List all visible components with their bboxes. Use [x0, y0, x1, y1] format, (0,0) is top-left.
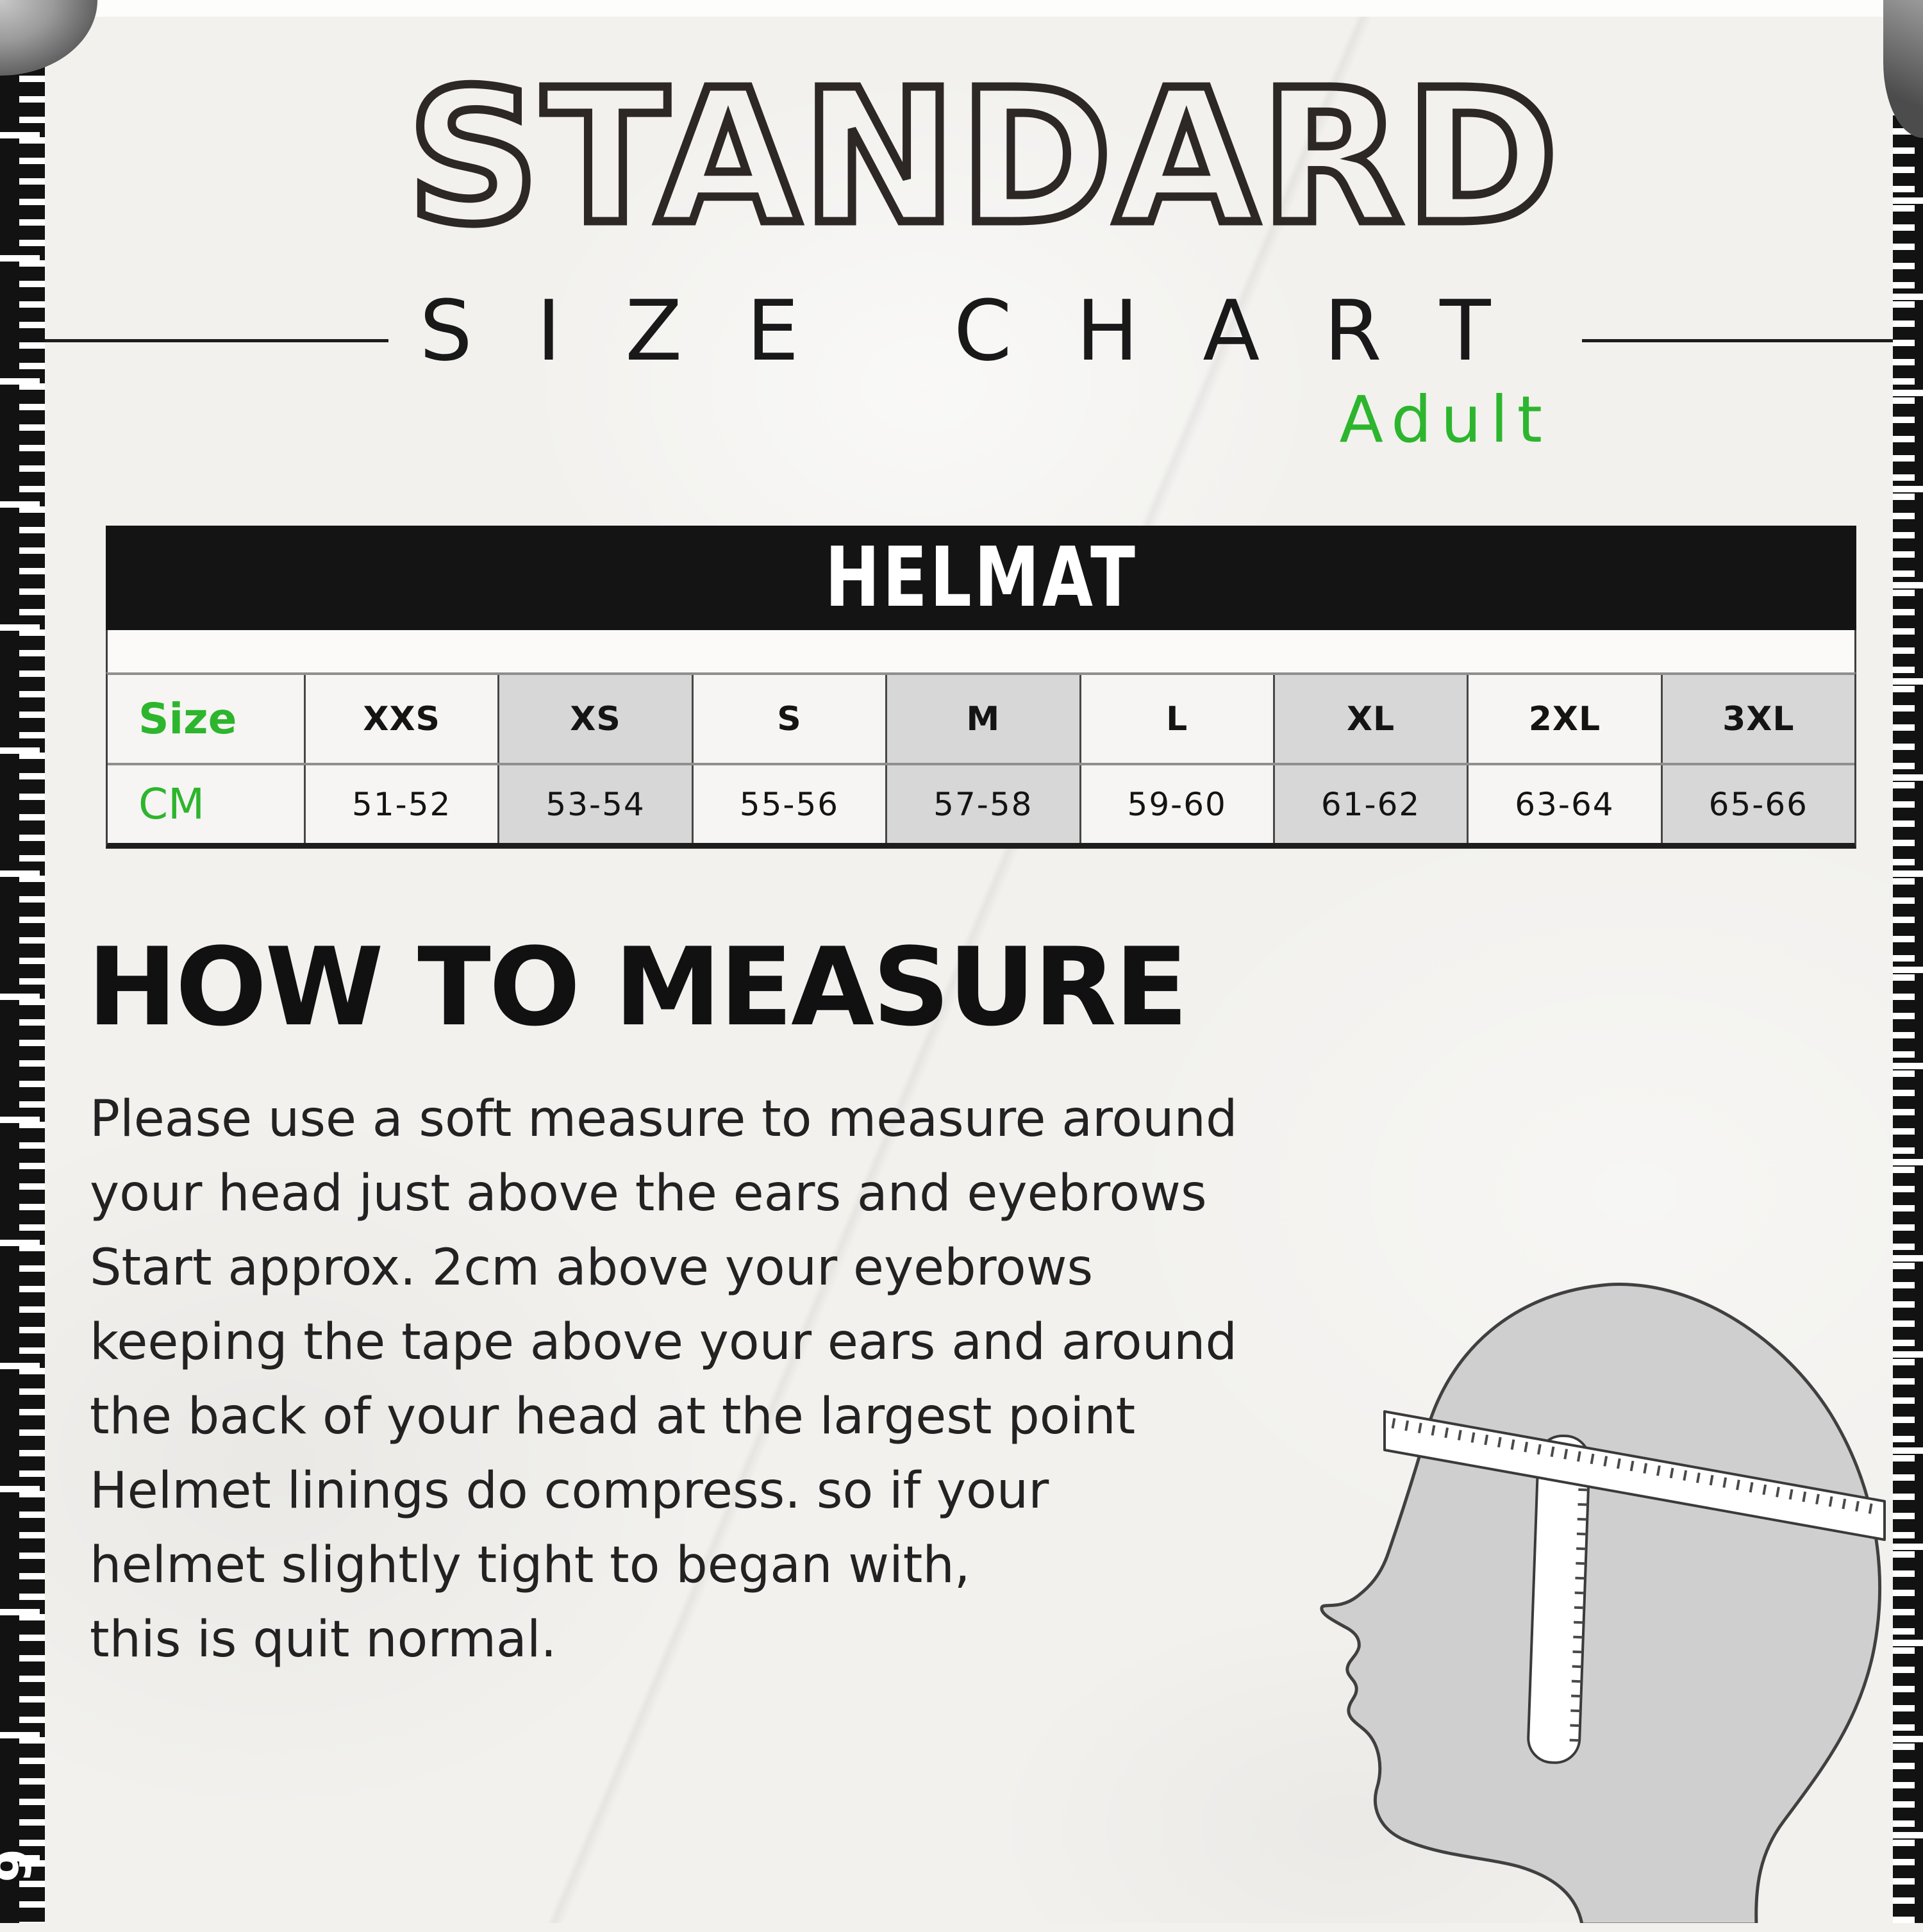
paragraph-line: Start approx. 2cm above your eyebrows [90, 1239, 1094, 1297]
cm-cell: 63-64 [1467, 765, 1660, 843]
paragraph-line: Helmet linings do compress. so if your [90, 1462, 1049, 1520]
size-cell: XXS [304, 675, 497, 763]
row-label-size: Size [138, 694, 237, 744]
cm-cell: 51-52 [304, 765, 497, 843]
cm-cell: 65-66 [1660, 765, 1854, 843]
paragraph-line: Please use a soft measure to measure aro… [90, 1090, 1238, 1148]
paragraph-line: helmet slightly tight to began with, [90, 1536, 970, 1594]
page-subtitle: SIZE CHART [419, 282, 1555, 379]
ruler-number-label: 6 [0, 1844, 41, 1888]
how-to-measure-paragraph: Please use a soft measure to measure aro… [90, 1082, 1436, 1677]
table-row-sizes: Size XXS XS S M L XL 2XL 3XL [108, 675, 1854, 763]
left-ruler-strip [0, 0, 45, 1932]
size-cell: S [691, 675, 885, 763]
cm-cell: 57-58 [885, 765, 1079, 843]
size-cell: XL [1272, 675, 1467, 763]
cm-cell: 55-56 [691, 765, 885, 843]
table-row-cm: CM 51-52 53-54 55-56 57-58 59-60 61-62 6… [108, 763, 1854, 843]
row-label-cm: CM [138, 779, 205, 829]
cm-cell: 59-60 [1079, 765, 1273, 843]
size-table-spacer-row [106, 630, 1856, 672]
size-cell: M [885, 675, 1079, 763]
subtitle-rule-right [1582, 339, 1897, 342]
size-cell: L [1079, 675, 1273, 763]
cm-cell: 53-54 [497, 765, 692, 843]
paragraph-line: keeping the tape above your ears and aro… [90, 1313, 1238, 1371]
size-table-header: HELMAT [106, 526, 1856, 630]
size-table-title: HELMAT [824, 530, 1138, 626]
paper-top-edge [45, 0, 1893, 17]
right-ruler-long-ticks [1893, 5, 1923, 1928]
size-cell: 2XL [1467, 675, 1660, 763]
size-table-grid: Size XXS XS S M L XL 2XL 3XL CM 51-52 53… [106, 672, 1856, 849]
audience-label: Adult [1339, 382, 1551, 457]
size-table: HELMAT Size XXS XS S M L XL 2XL 3XL CM 5… [106, 526, 1856, 849]
subtitle-rule-left [45, 339, 388, 342]
page-title: STANDARD [403, 46, 1562, 269]
tape-measure-corner-top-right [1883, 0, 1923, 138]
right-ruler-strip [1893, 0, 1923, 1928]
left-ruler-long-ticks [0, 9, 40, 1932]
cm-cell: 61-62 [1272, 765, 1467, 843]
size-cell: XS [497, 675, 692, 763]
tape-measure-corner-top-left [0, 0, 97, 76]
size-cell: 3XL [1660, 675, 1854, 763]
paragraph-line: your head just above the ears and eyebro… [90, 1165, 1207, 1222]
paragraph-line: this is quit normal. [90, 1611, 557, 1669]
paragraph-line: the back of your head at the largest poi… [90, 1388, 1136, 1445]
how-to-measure-heading: HOW TO MEASURE [87, 924, 1188, 1050]
